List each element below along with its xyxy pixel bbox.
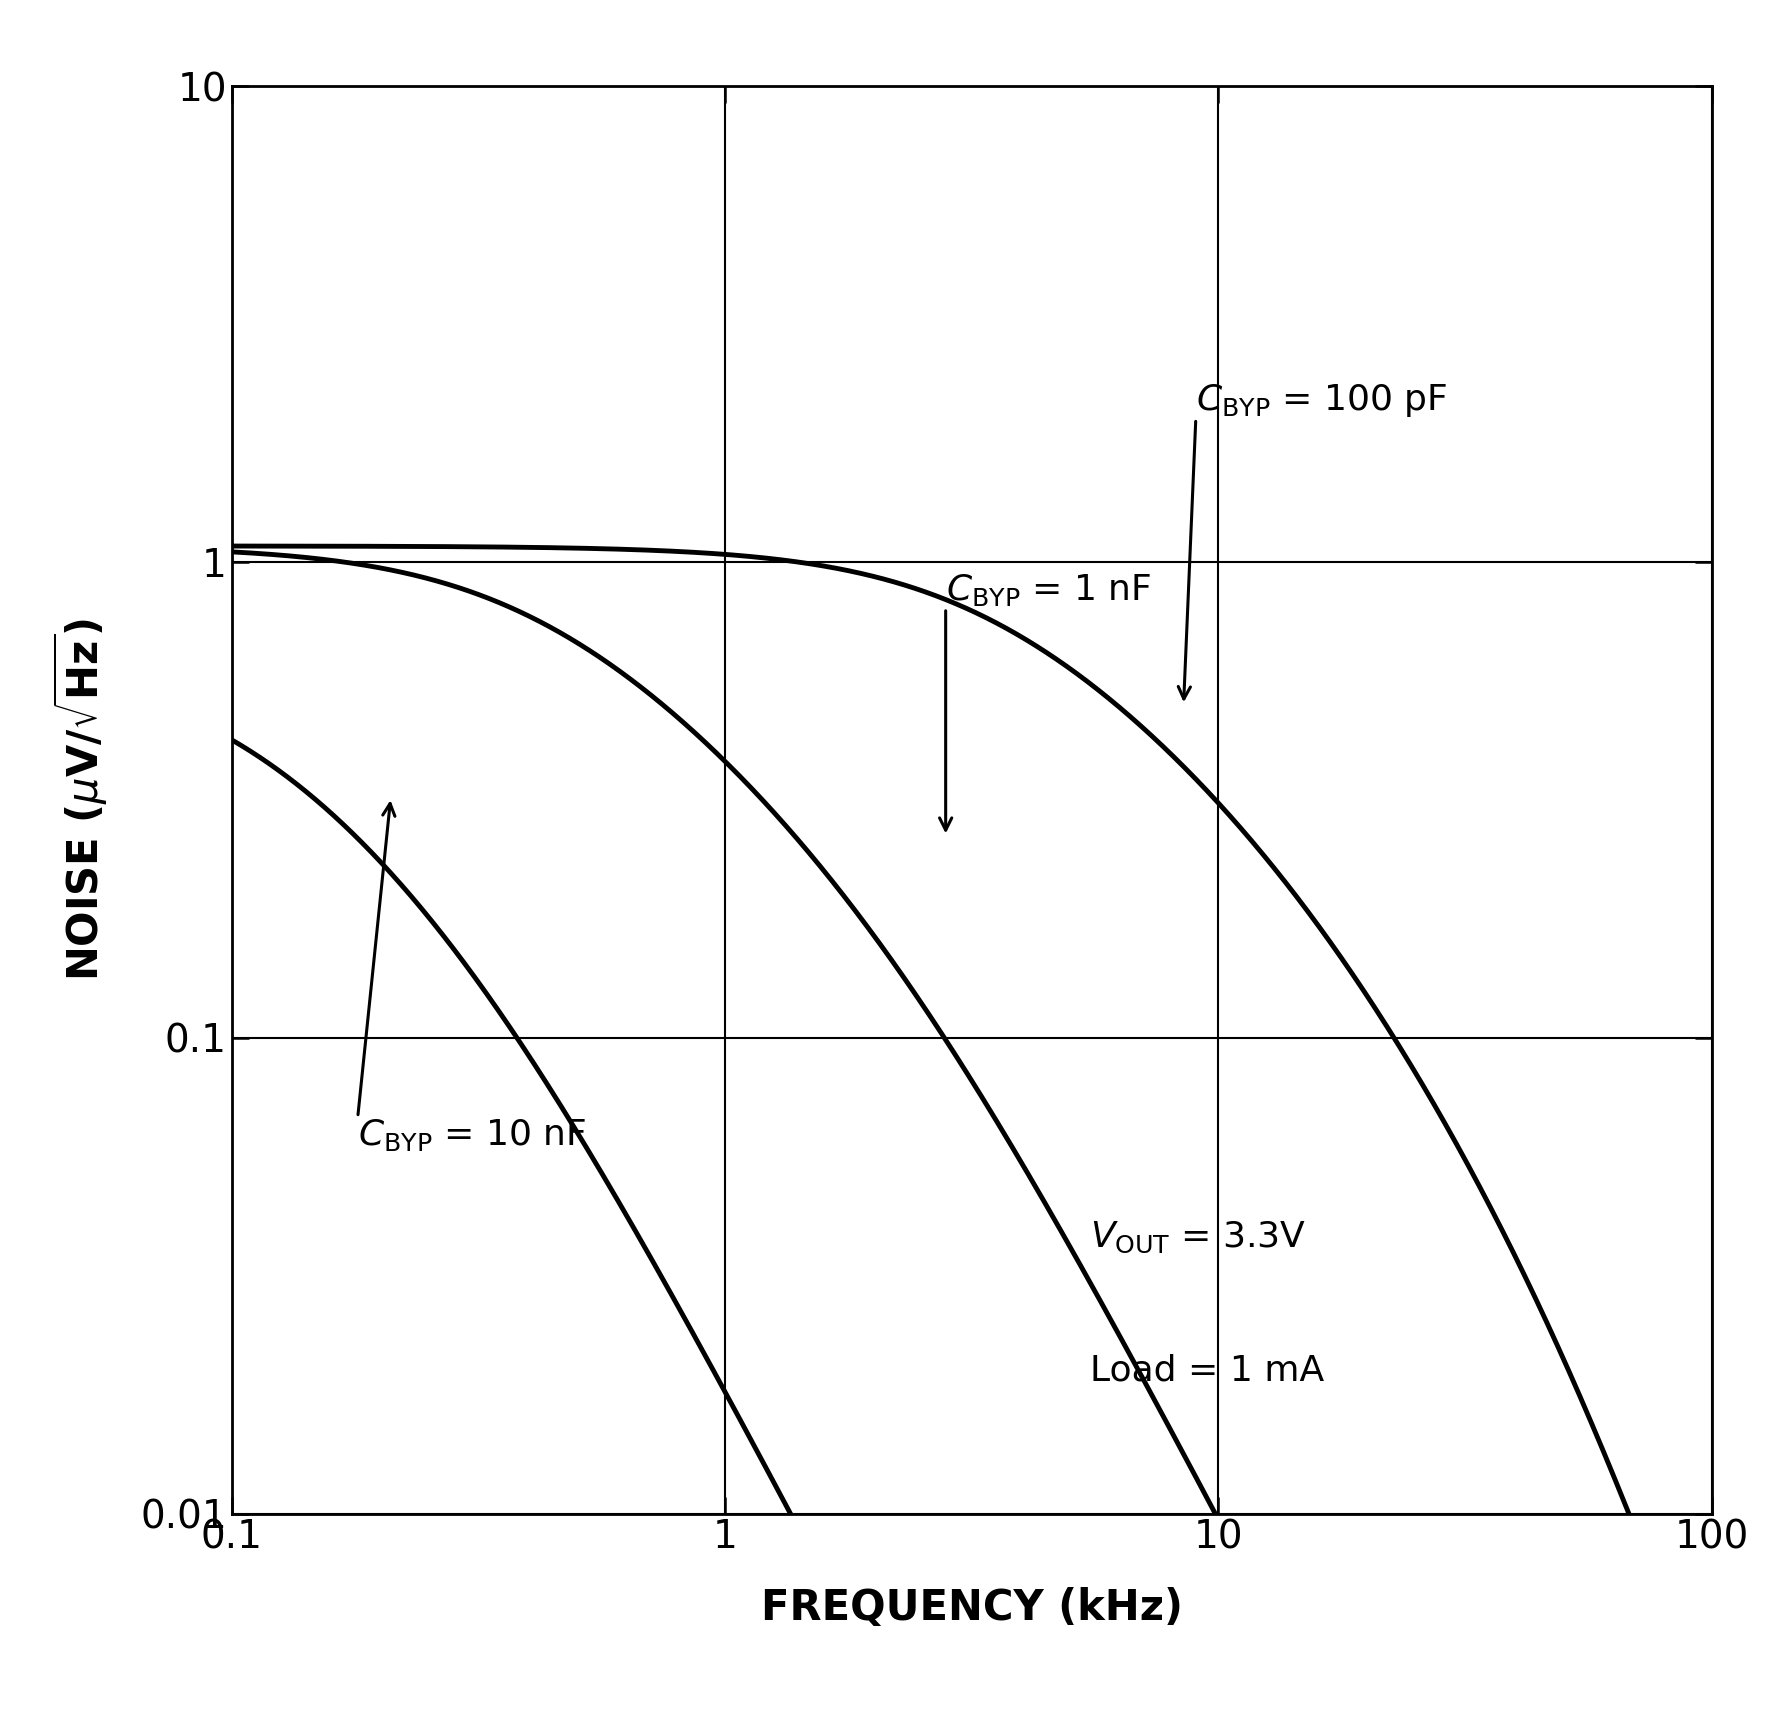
Text: $C_{\rm BYP}$ = 100 pF: $C_{\rm BYP}$ = 100 pF	[1196, 382, 1447, 418]
X-axis label: FREQUENCY (kHz): FREQUENCY (kHz)	[761, 1588, 1181, 1629]
Y-axis label: NOISE ($\mu$V/$\sqrt{\mathregular{Hz}}$): NOISE ($\mu$V/$\sqrt{\mathregular{Hz}}$)	[52, 617, 109, 982]
Text: $C_{\rm BYP}$ = 1 nF: $C_{\rm BYP}$ = 1 nF	[944, 573, 1151, 607]
Text: $C_{\rm BYP}$ = 10 nF: $C_{\rm BYP}$ = 10 nF	[358, 1118, 586, 1154]
Text: $V_{\rm OUT}$ = 3.3V: $V_{\rm OUT}$ = 3.3V	[1091, 1219, 1304, 1256]
Text: Load = 1 mA: Load = 1 mA	[1091, 1354, 1324, 1388]
